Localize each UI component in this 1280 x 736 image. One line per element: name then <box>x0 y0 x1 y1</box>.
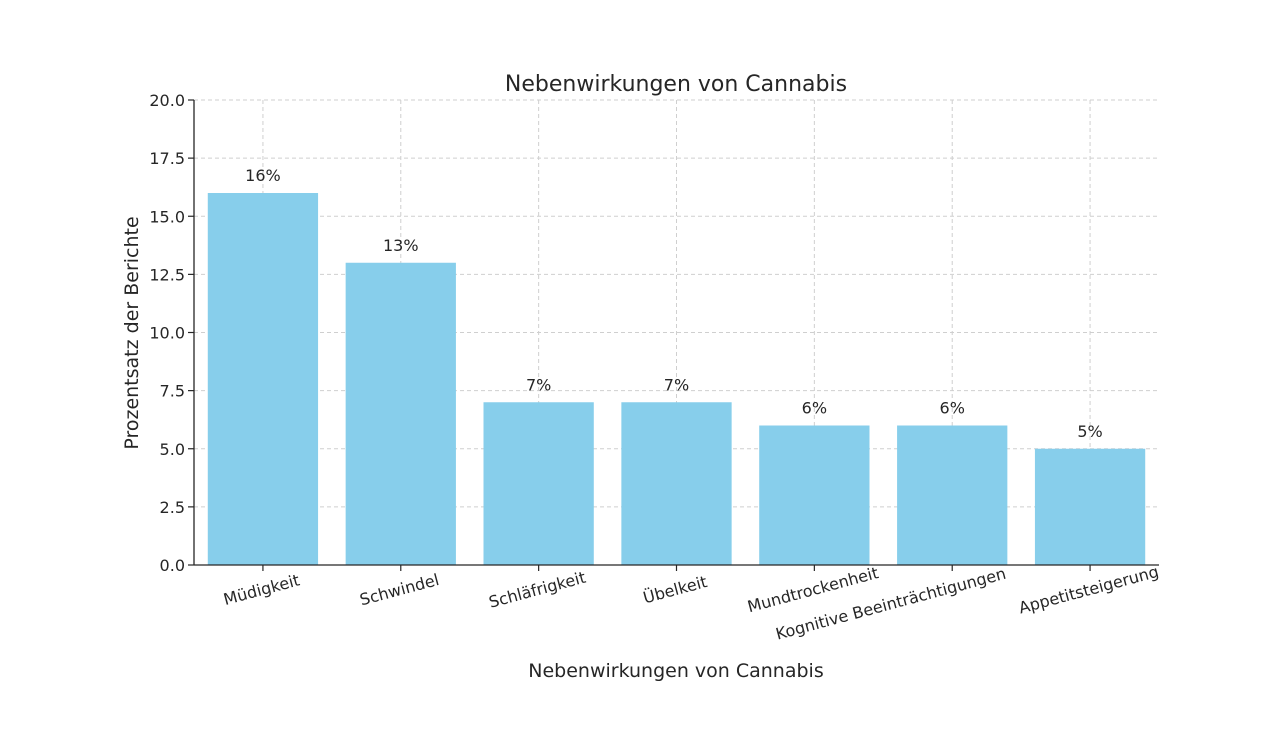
x-tick-label: Übelkeit <box>641 572 709 607</box>
y-tick-label: 17.5 <box>149 149 185 168</box>
data-label: 5% <box>1077 422 1102 441</box>
x-tick-label: Müdigkeit <box>221 570 301 609</box>
y-tick-label: 0.0 <box>160 556 185 575</box>
x-tick-label: Appetitsteigerung <box>1017 562 1161 618</box>
x-axis-ticks: Müdigkeit Schwindel Schläfrigkeit Übelkeit M… <box>221 562 1160 644</box>
bar <box>483 402 594 565</box>
y-axis-ticks: 0.0 2.5 5.0 7.5 10.0 12.5 15.0 17.5 20.0 <box>149 91 194 575</box>
data-labels: 16% 13% 7% 7% 6% 6% 5% <box>245 166 1103 441</box>
bar <box>207 193 319 565</box>
data-label: 6% <box>940 399 965 418</box>
data-label: 6% <box>802 399 827 418</box>
bar <box>1034 448 1146 565</box>
y-tick-label: 5.0 <box>160 440 185 459</box>
y-axis-label: Prozentsatz der Berichte <box>121 216 143 449</box>
data-label: 7% <box>664 375 689 394</box>
x-axis-label: Nebenwirkungen von Cannabis <box>528 660 823 682</box>
y-tick-label: 20.0 <box>149 91 185 110</box>
grid <box>194 99 1159 566</box>
bar <box>897 425 1008 565</box>
bar <box>759 425 870 565</box>
x-tick-label: Schwindel <box>358 570 441 609</box>
y-tick-label: 12.5 <box>149 265 185 284</box>
x-tick-label: Schläfrigkeit <box>487 568 588 612</box>
y-tick-label: 15.0 <box>149 207 185 226</box>
data-label: 7% <box>526 375 551 394</box>
chart-title: Nebenwirkungen von Cannabis <box>505 72 847 97</box>
bars <box>207 193 1146 565</box>
y-tick-label: 2.5 <box>160 498 185 517</box>
bar <box>621 402 732 565</box>
data-label: 16% <box>245 166 281 185</box>
data-label: 13% <box>383 236 419 255</box>
y-tick-label: 10.0 <box>149 324 185 343</box>
bar <box>345 262 456 565</box>
x-tick-label: Kognitive Beeinträchtigungen <box>774 564 1008 644</box>
y-tick-label: 7.5 <box>160 382 185 401</box>
